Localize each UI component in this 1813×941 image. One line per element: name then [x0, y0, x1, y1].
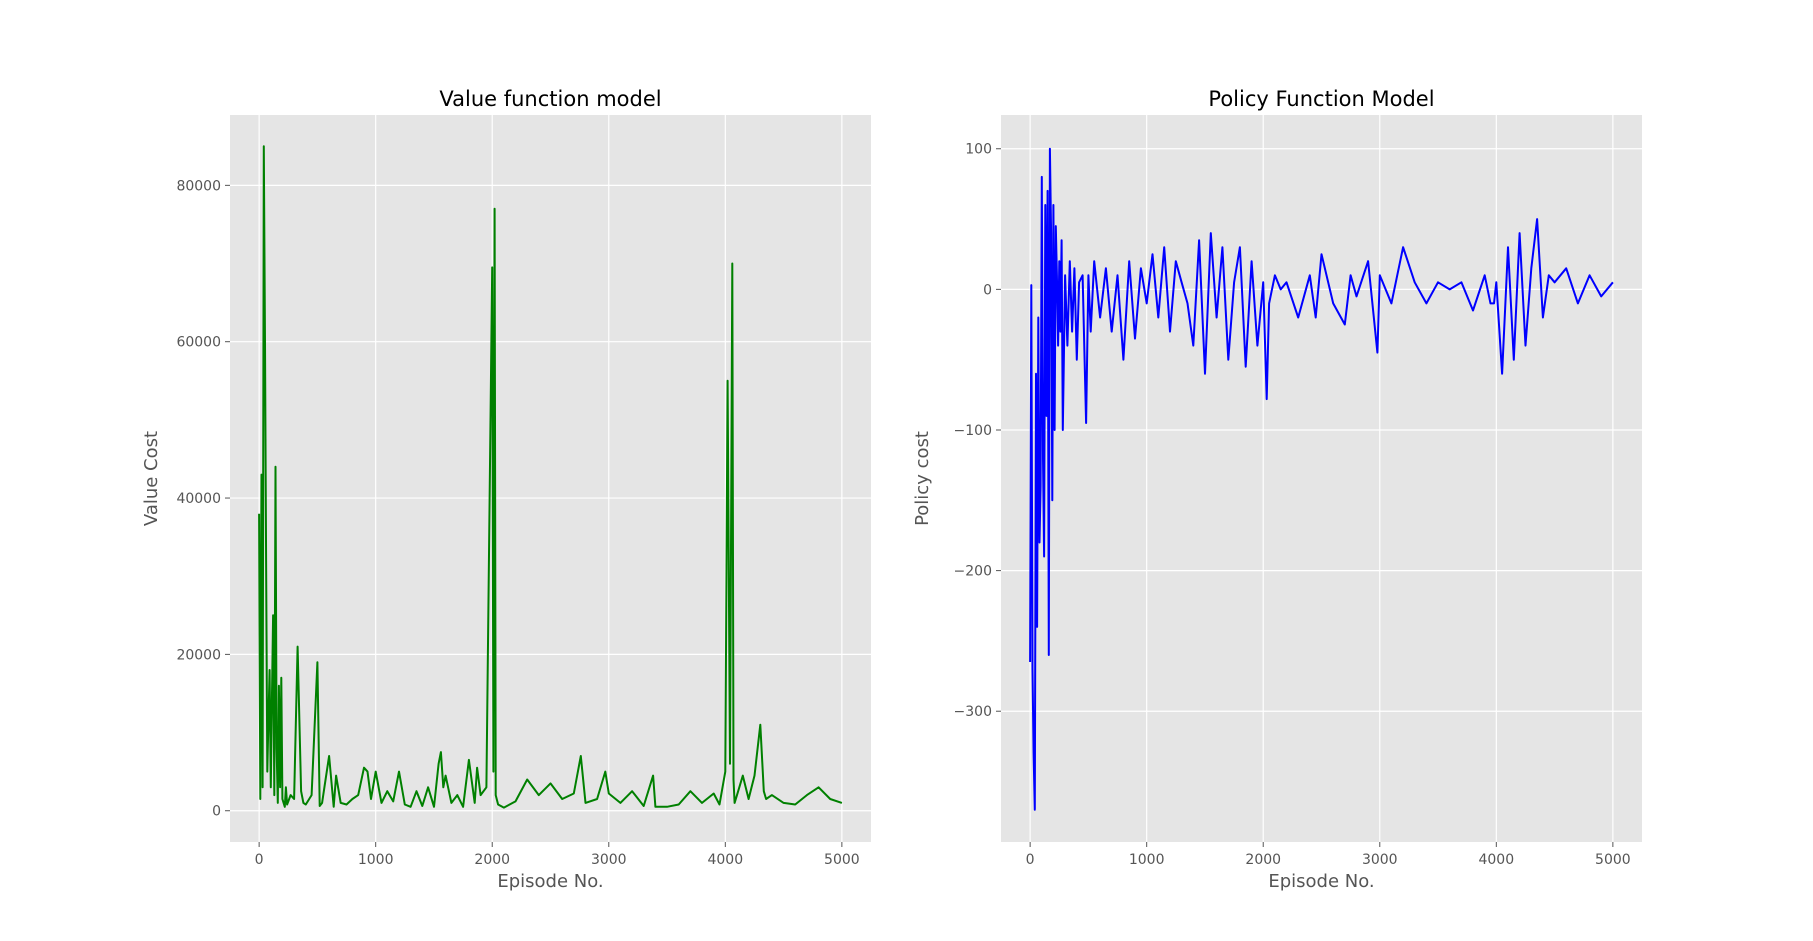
x-axis-label: Episode No. [497, 871, 603, 892]
x-tick-label: 2000 [474, 852, 510, 868]
plot-area [1001, 115, 1642, 842]
x-tick-label: 5000 [1595, 852, 1631, 868]
series-line [1029, 147, 1614, 811]
y-axis-label: Policy cost [912, 431, 933, 526]
series-line [258, 145, 843, 809]
x-tick-label: 4000 [707, 852, 743, 868]
y-tick-label: 60000 [176, 335, 221, 351]
y-tick-label: 0 [212, 804, 221, 820]
y-tick-label: 100 [965, 142, 992, 158]
chart-title: Value function model [439, 87, 661, 111]
x-axis-label: Episode No. [1268, 871, 1374, 892]
x-tick-label: 1000 [358, 852, 394, 868]
y-tick-label: −100 [954, 423, 992, 439]
x-tick-label: 0 [255, 852, 264, 868]
y-tick-label: 80000 [176, 178, 221, 194]
x-tick-label: 5000 [824, 852, 860, 868]
x-tick-label: 4000 [1478, 852, 1514, 868]
y-tick-label: 20000 [176, 647, 221, 663]
x-tick-label: 2000 [1245, 852, 1281, 868]
y-tick-label: −300 [954, 704, 992, 720]
plot-area [230, 115, 871, 842]
x-tick-label: 1000 [1129, 852, 1165, 868]
value-function-chart: 0 1000 2000 3000 4000 5000 0 20000 40000 60000 800… [141, 87, 871, 892]
y-tick-label: 40000 [176, 491, 221, 507]
policy-function-chart: 0 1000 2000 3000 4000 5000 −300 −200 −100 0 100 Pol… [912, 87, 1642, 892]
x-tick-label: 3000 [1362, 852, 1398, 868]
chart-title: Policy Function Model [1208, 87, 1434, 111]
y-axis-label: Value Cost [141, 431, 162, 526]
x-tick-label: 3000 [591, 852, 627, 868]
x-tick-label: 0 [1026, 852, 1035, 868]
y-tick-label: −200 [954, 564, 992, 580]
y-tick-label: 0 [983, 282, 992, 298]
